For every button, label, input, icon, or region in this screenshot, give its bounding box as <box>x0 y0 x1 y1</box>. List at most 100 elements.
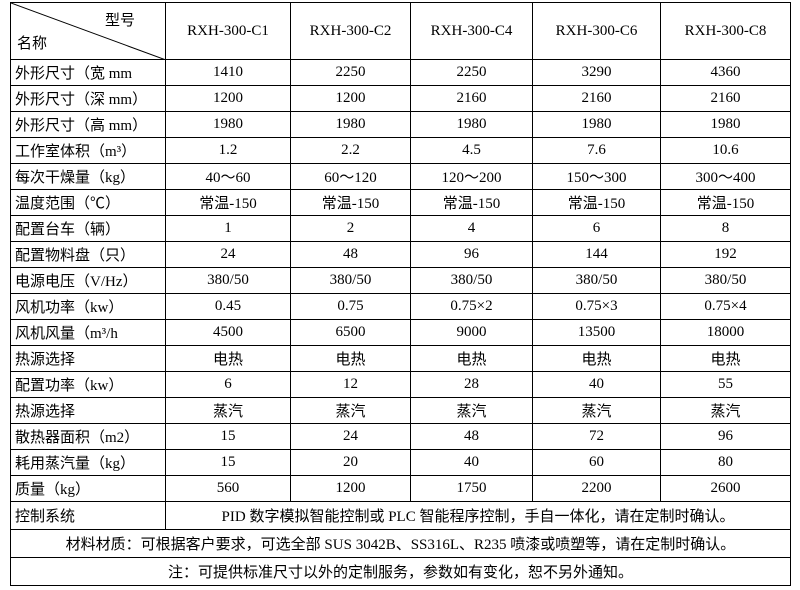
table-body: 型号 名称 RXH-300-C1 RXH-300-C2 RXH-300-C4 RXH-… <box>10 2 791 586</box>
cell: 4 <box>410 215 533 242</box>
data-row: 热源选择 电热 电热 电热 电热 电热 <box>10 345 791 372</box>
cell: 28 <box>410 371 533 398</box>
cell: 15 <box>165 449 291 476</box>
cell: 1200 <box>290 85 411 112</box>
data-row: 外形尺寸（宽 mm 1410 2250 2250 3290 4360 <box>10 59 791 86</box>
cell: 300～400 <box>660 163 791 190</box>
cell: 蒸汽 <box>165 397 291 424</box>
cell: 1980 <box>410 111 533 138</box>
data-row: 散热器面积（m2） 15 24 48 72 96 <box>10 423 791 450</box>
data-row: 热源选择 蒸汽 蒸汽 蒸汽 蒸汽 蒸汽 <box>10 397 791 424</box>
cell: 6500 <box>290 319 411 346</box>
cell: 24 <box>290 423 411 450</box>
row-label: 风机功率（kw） <box>10 293 166 320</box>
row-label: 外形尺寸（深 mm） <box>10 85 166 112</box>
cell: 40～60 <box>165 163 291 190</box>
cell: 144 <box>532 241 661 268</box>
row-label: 热源选择 <box>10 397 166 424</box>
cell: 380/50 <box>660 267 791 294</box>
cell: 72 <box>532 423 661 450</box>
cell: 60～120 <box>290 163 411 190</box>
cell: 蒸汽 <box>532 397 661 424</box>
cell: 20 <box>290 449 411 476</box>
cell: 60 <box>532 449 661 476</box>
cell: 常温-150 <box>410 189 533 216</box>
cell: 2200 <box>532 475 661 502</box>
cell: 48 <box>290 241 411 268</box>
cell: 0.75 <box>290 293 411 320</box>
cell: 3290 <box>532 59 661 86</box>
row-label: 配置台车（辆） <box>10 215 166 242</box>
cell: 560 <box>165 475 291 502</box>
model-header: RXH-300-C1 <box>165 2 291 60</box>
cell: 6 <box>165 371 291 398</box>
data-row: 工作室体积（m³） 1.2 2.2 4.5 7.6 10.6 <box>10 137 791 164</box>
cell: 0.45 <box>165 293 291 320</box>
cell: 1750 <box>410 475 533 502</box>
cell: 55 <box>660 371 791 398</box>
cell: 2250 <box>290 59 411 86</box>
note-text: 注：可提供标准尺寸以外的定制服务，参数如有变化，恕不另外通知。 <box>10 557 791 586</box>
cell: 150～300 <box>532 163 661 190</box>
row-label: 外形尺寸（高 mm） <box>10 111 166 138</box>
cell: 2160 <box>660 85 791 112</box>
cell: 1410 <box>165 59 291 86</box>
data-row: 外形尺寸（深 mm） 1200 1200 2160 2160 2160 <box>10 85 791 112</box>
model-header: RXH-300-C8 <box>660 2 791 60</box>
cell: 4360 <box>660 59 791 86</box>
cell: 2 <box>290 215 411 242</box>
corner-top: 型号 <box>104 13 135 29</box>
data-row: 电源电压（V/Hz） 380/50 380/50 380/50 380/50 380/50 <box>10 267 791 294</box>
data-row: 风机风量（m³/h 4500 6500 9000 13500 18000 <box>10 319 791 346</box>
row-label: 配置物料盘（只） <box>10 241 166 268</box>
cell: 4.5 <box>410 137 533 164</box>
cell: 蒸汽 <box>410 397 533 424</box>
header-row: 型号 名称 RXH-300-C1 RXH-300-C2 RXH-300-C4 RXH-… <box>10 2 791 60</box>
cell: 380/50 <box>290 267 411 294</box>
cell: 常温-150 <box>660 189 791 216</box>
row-label: 电源电压（V/Hz） <box>10 267 166 294</box>
material-row: 材料材质：可根据客户要求，可选全部 SUS 3042B、SS316L、R235 … <box>10 529 791 558</box>
note-row: 注：可提供标准尺寸以外的定制服务，参数如有变化，恕不另外通知。 <box>10 557 791 586</box>
corner-bottom: 名称 <box>17 36 48 52</box>
data-row: 配置功率（kw） 6 12 28 40 55 <box>10 371 791 398</box>
cell: 常温-150 <box>165 189 291 216</box>
row-label: 控制系统 <box>10 501 166 530</box>
cell: 380/50 <box>532 267 661 294</box>
cell: 96 <box>410 241 533 268</box>
cell: 2250 <box>410 59 533 86</box>
data-row: 风机功率（kw） 0.45 0.75 0.75×2 0.75×3 0.75×4 <box>10 293 791 320</box>
cell: 1.2 <box>165 137 291 164</box>
row-label: 质量（kg） <box>10 475 166 502</box>
row-label: 工作室体积（m³） <box>10 137 166 164</box>
row-label: 温度范围（℃） <box>10 189 166 216</box>
corner-cell: 型号 名称 <box>10 2 166 60</box>
cell: 12 <box>290 371 411 398</box>
cell: 常温-150 <box>532 189 661 216</box>
cell: 1980 <box>660 111 791 138</box>
cell: 18000 <box>660 319 791 346</box>
cell: 1980 <box>532 111 661 138</box>
spec-table: 型号 名称 RXH-300-C1 RXH-300-C2 RXH-300-C4 RXH-… <box>10 2 791 586</box>
model-header: RXH-300-C4 <box>410 2 533 60</box>
row-label: 外形尺寸（宽 mm <box>10 59 166 86</box>
data-row: 耗用蒸汽量（kg） 15 20 40 60 80 <box>10 449 791 476</box>
row-label: 配置功率（kw） <box>10 371 166 398</box>
data-row: 配置物料盘（只） 24 48 96 144 192 <box>10 241 791 268</box>
diagonal <box>11 3 164 59</box>
cell: 2160 <box>532 85 661 112</box>
cell: 1980 <box>290 111 411 138</box>
cell: 常温-150 <box>290 189 411 216</box>
cell: 380/50 <box>410 267 533 294</box>
cell: 24 <box>165 241 291 268</box>
control-row: 控制系统 PID 数字模拟智能控制或 PLC 智能程序控制，手自一体化，请在定制时… <box>10 501 791 530</box>
cell: 1200 <box>290 475 411 502</box>
cell: 4500 <box>165 319 291 346</box>
cell: 蒸汽 <box>290 397 411 424</box>
cell: 120～200 <box>410 163 533 190</box>
row-label: 每次干燥量（kg） <box>10 163 166 190</box>
cell: 电热 <box>290 345 411 372</box>
cell: 80 <box>660 449 791 476</box>
data-row: 外形尺寸（高 mm） 1980 1980 1980 1980 1980 <box>10 111 791 138</box>
